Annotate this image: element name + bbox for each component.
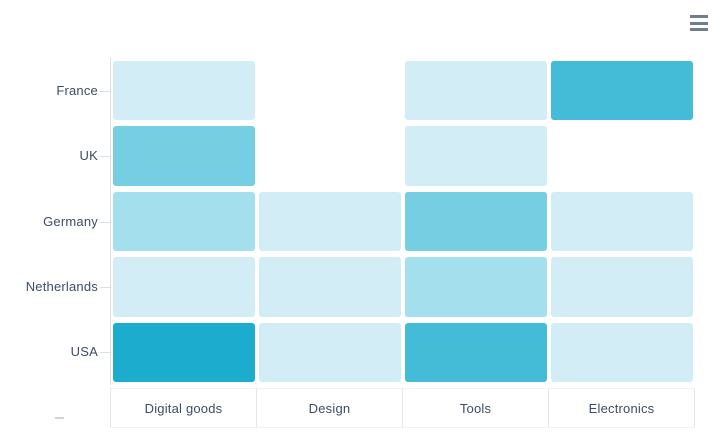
heatmap-cell-empty <box>259 126 401 185</box>
y-axis-label: France <box>56 82 98 98</box>
x-axis-label: Tools <box>403 388 549 428</box>
plot-area <box>110 58 695 385</box>
heatmap-cell-netherlands-electronics[interactable] <box>551 257 693 317</box>
heatmap-cell-germany-tools[interactable] <box>405 191 547 252</box>
axis-corner-tick <box>55 417 64 419</box>
heatmap-cell-empty <box>551 126 693 185</box>
y-axis-tick <box>100 352 110 353</box>
x-axis-labels: Digital goods Design Tools Electronics <box>110 388 695 428</box>
heatmap-cell-usa-tools[interactable] <box>405 322 547 382</box>
y-axis-label: Netherlands <box>25 278 98 294</box>
heatmap-cell-france-tools[interactable] <box>405 61 547 121</box>
hamburger-icon <box>690 15 708 18</box>
heatmap-cell-germany-electronics[interactable] <box>551 191 693 252</box>
heatmap-cell-empty <box>259 61 401 120</box>
y-axis-label: Germany <box>43 213 98 229</box>
x-axis-label: Digital goods <box>111 388 257 428</box>
y-axis-label: USA <box>70 344 98 360</box>
heatmap-cell-uk-digital-goods[interactable] <box>113 126 255 186</box>
y-axis-tick <box>100 91 110 92</box>
x-axis-label: Design <box>257 388 403 428</box>
chart-context-menu-button[interactable] <box>686 12 712 34</box>
heatmap-cell-france-digital-goods[interactable] <box>113 61 255 121</box>
y-axis-label: UK <box>79 148 98 164</box>
heatmap-cell-netherlands-design[interactable] <box>259 257 401 317</box>
y-axis-tick <box>100 222 110 223</box>
heatmap-cell-netherlands-digital-goods[interactable] <box>113 257 255 317</box>
heatmap-cell-uk-tools[interactable] <box>405 126 547 186</box>
heatmap-cell-netherlands-tools[interactable] <box>405 257 547 317</box>
y-axis-tick <box>100 156 110 157</box>
y-axis-tick <box>100 287 110 288</box>
heatmap-cells <box>111 58 695 385</box>
x-axis-label: Electronics <box>549 388 695 428</box>
heatmap-cell-usa-electronics[interactable] <box>551 322 693 382</box>
heatmap-cell-germany-design[interactable] <box>259 191 401 252</box>
heatmap-cell-usa-digital-goods[interactable] <box>113 322 255 382</box>
hamburger-icon <box>690 28 708 31</box>
heatmap-cell-germany-digital-goods[interactable] <box>113 191 255 252</box>
heatmap-cell-france-electronics[interactable] <box>551 61 693 121</box>
hamburger-icon <box>690 21 708 25</box>
heatmap-cell-usa-design[interactable] <box>259 322 401 382</box>
